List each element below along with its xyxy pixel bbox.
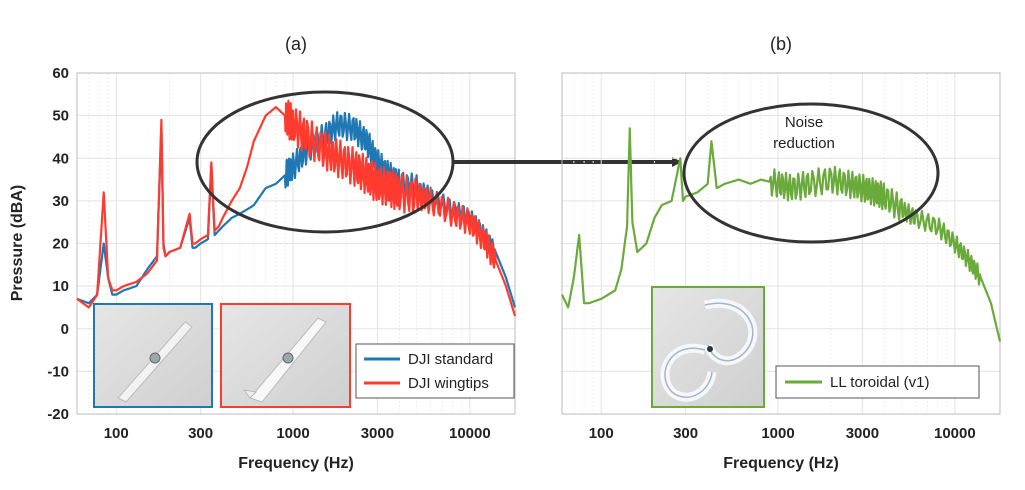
panel-b-x-tick-label: 3000 — [846, 425, 879, 442]
panel-a-y-tick-label: -20 — [47, 406, 69, 423]
toroidal-propeller-photo — [651, 286, 765, 408]
panel-a-x-tick-label: 100 — [104, 425, 129, 442]
panel-b-x-tick-label: 1000 — [761, 425, 794, 442]
panel-a-x-tick-label: 3000 — [361, 425, 394, 442]
panel-b-x-tick-label: 100 — [589, 425, 614, 442]
legend-label-dji-standard: DJI standard — [408, 351, 493, 368]
panel-a-y-tick-label: 20 — [52, 236, 69, 253]
panel-b: (b) 100 300 1000 3000 10000 Frequency (Hz) L… — [560, 34, 1002, 472]
panel-b-x-axis-label: Frequency (Hz) — [723, 455, 839, 472]
legend-label-dji-wingtips: DJI wingtips — [408, 375, 489, 392]
noise-reduction-ellipse — [682, 102, 940, 244]
panel-b-x-tick-label: 300 — [673, 425, 698, 442]
panel-a-legend: DJI standard DJI wingtips — [355, 343, 515, 399]
panel-b-legend: LL toroidal (v1) — [775, 365, 980, 399]
panel-a-y-axis-label: Pressure (dBA) — [9, 185, 26, 301]
panel-a-plot-area — [76, 72, 516, 415]
series-line-ll-toroidal-v1- — [560, 127, 1002, 342]
panel-a-x-tick-label: 10000 — [449, 425, 491, 442]
propeller-photo-wingtips — [220, 303, 351, 408]
noise-reduction-label-line-1: Noise — [785, 114, 823, 131]
panel-a-x-tick-label: 300 — [188, 425, 213, 442]
panel-a-y-tick-label: 30 — [52, 193, 69, 210]
panel-a-y-tick-label: 0 — [61, 321, 69, 338]
noise-reduction-label-line-2: reduction — [773, 135, 835, 152]
panel-b-label: (b) — [770, 34, 792, 54]
panel-a: (a) 100 300 1000 3000 10000 -20 -10 0 10 20 30 40 50… — [9, 34, 517, 472]
panel-b-plot-area — [561, 72, 1001, 415]
panel-a-label: (a) — [285, 34, 307, 54]
panel-a-y-tick-label: 50 — [52, 108, 69, 125]
panel-a-y-tick-label: 60 — [52, 65, 69, 82]
panel-a-highlight-ellipse — [195, 90, 455, 234]
series-line-dji-wingtips — [76, 99, 517, 317]
panel-a-y-tick-label: 40 — [52, 150, 69, 167]
panel-a-y-tick-label: -10 — [47, 363, 69, 380]
legend-label-ll-toroidal: LL toroidal (v1) — [830, 374, 930, 391]
panel-a-x-axis-label: Frequency (Hz) — [238, 455, 354, 472]
panel-b-x-tick-label: 10000 — [934, 425, 976, 442]
panel-a-y-tick-label: 10 — [52, 278, 69, 295]
propeller-photo-standard — [93, 303, 213, 408]
panel-a-x-tick-label: 1000 — [276, 425, 309, 442]
